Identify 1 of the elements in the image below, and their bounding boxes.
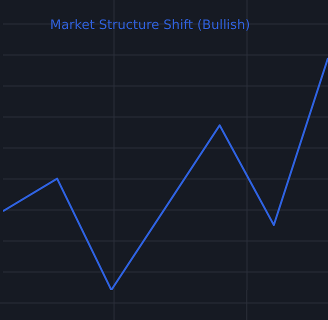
chart-title: Market Structure Shift (Bullish) — [50, 18, 250, 33]
